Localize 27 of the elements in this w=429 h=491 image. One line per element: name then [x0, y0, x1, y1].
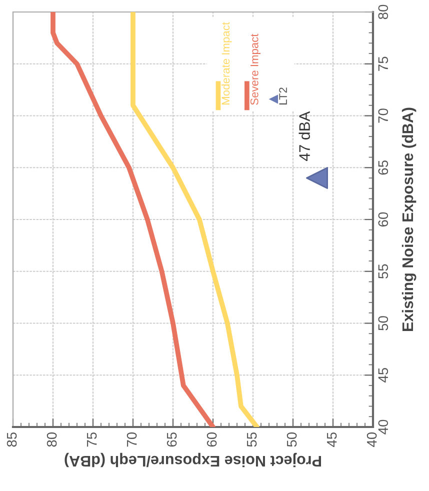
x-tick-label: 70	[126, 432, 137, 447]
x-tick-label: 65	[166, 432, 177, 447]
x-tick-label: 45	[327, 432, 337, 447]
line-series	[50, 12, 216, 427]
y-tick-label: 80	[378, 4, 388, 20]
y-tick-label: 65	[378, 160, 388, 175]
text: Moderate Impact	[221, 22, 232, 104]
x-tick-label: 50	[286, 432, 297, 447]
x-tick-label: 75	[87, 432, 97, 447]
y-tick-label: 40	[378, 420, 388, 434]
annotation: 47 dBA	[298, 111, 310, 161]
y-tick-label: 55	[378, 264, 388, 279]
legend-label: LT2	[279, 88, 287, 104]
x-axis-title: Project Noise Exposure/Leqh (dBA)	[64, 452, 322, 468]
y-tick-label: 50	[378, 316, 388, 330]
y-tick-label: 70	[378, 108, 388, 123]
y-tick-label: 75	[378, 56, 388, 71]
y-tick-label: 45	[378, 368, 388, 383]
y-axis-title: Existing Noise Exposure (dBA)	[402, 108, 416, 331]
x-tick-label: 60	[206, 432, 217, 447]
line-series	[130, 12, 260, 427]
x-tick-label: 40	[366, 432, 377, 447]
y-tick-label: 60	[378, 212, 388, 227]
x-tick-label: 85	[6, 432, 17, 447]
x-tick-label: 80	[46, 432, 57, 447]
text: Severe Impact	[250, 34, 260, 105]
x-tick-label: 55	[247, 432, 257, 447]
